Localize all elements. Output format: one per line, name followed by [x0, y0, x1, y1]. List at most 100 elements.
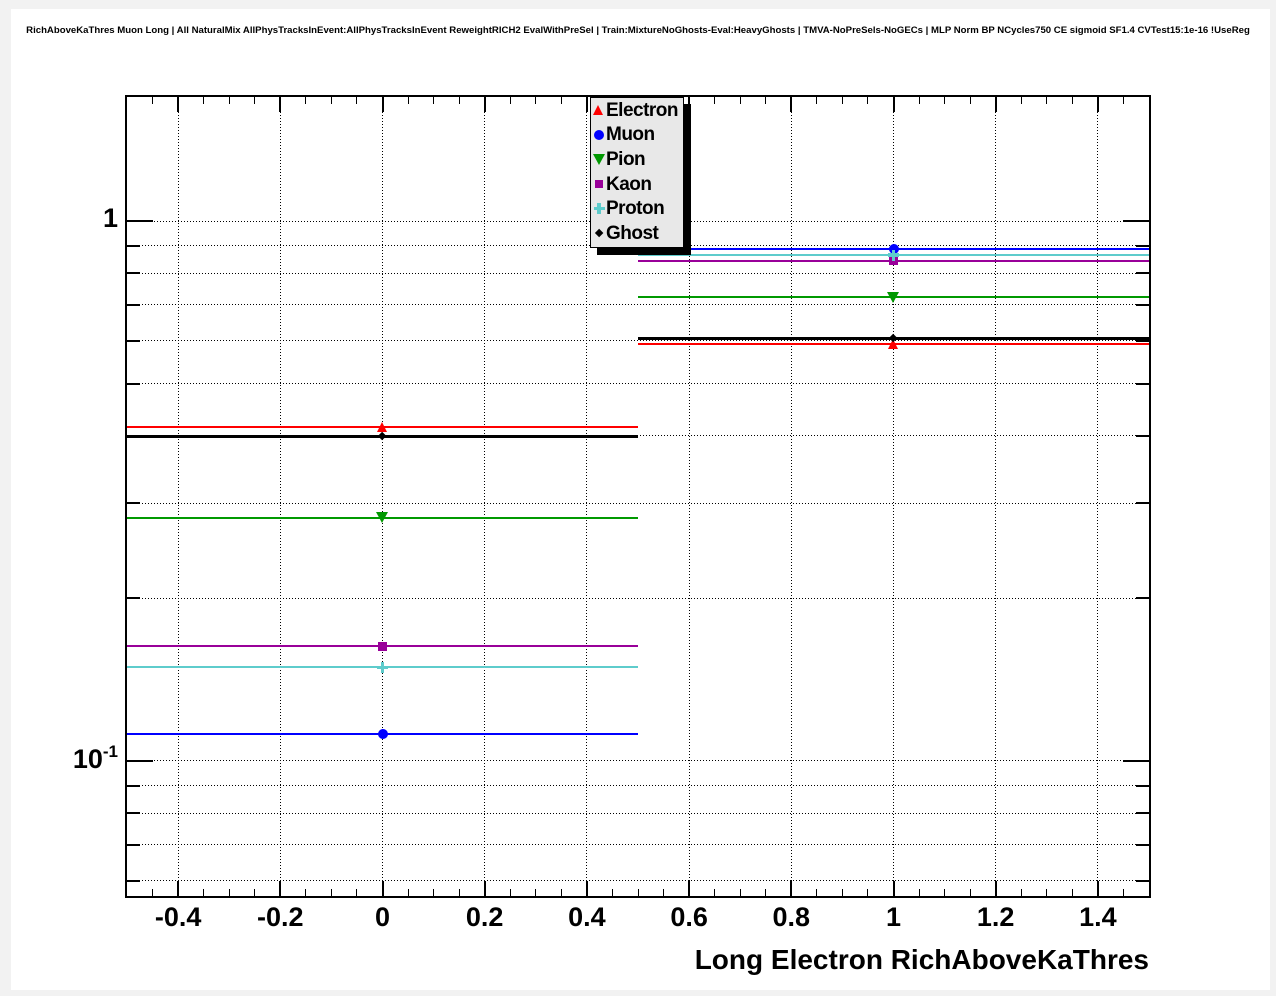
x-tick-bottom — [228, 889, 230, 896]
plot-title: RichAboveKaThres Muon Long | All Natural… — [26, 25, 1250, 36]
x-tick-bottom — [254, 889, 256, 896]
cross-bar — [597, 203, 601, 215]
x-tick-label: 0.2 — [465, 902, 504, 932]
gridline-vertical — [688, 97, 690, 896]
legend-entry-ghost: Ghost — [591, 221, 683, 246]
y-tick-right — [1136, 339, 1149, 342]
data-marker-kaon — [378, 642, 387, 651]
gridline-horizontal — [127, 785, 1149, 787]
x-tick-top — [228, 97, 230, 104]
legend-marker-pion — [591, 147, 606, 171]
x-tick-top — [841, 97, 843, 104]
gridline-vertical — [586, 97, 588, 896]
x-tick-label: 1 — [885, 902, 902, 932]
x-tick-top — [1122, 97, 1124, 104]
x-tick-top — [765, 97, 767, 104]
y-tick-label: 1 — [20, 203, 118, 234]
gridline-horizontal — [127, 340, 1149, 342]
y-tick-right — [1136, 502, 1149, 505]
x-tick-top — [1020, 97, 1022, 104]
x-tick-top — [509, 97, 511, 104]
x-tick-label: 0.8 — [772, 902, 811, 932]
y-tick-right — [1136, 597, 1149, 600]
y-tick-right — [1136, 843, 1149, 846]
y-tick-major-left — [127, 220, 153, 223]
legend-label: Kaon — [606, 173, 652, 195]
x-tick-bottom — [892, 881, 895, 896]
x-tick-top — [969, 97, 971, 104]
x-tick-bottom — [765, 889, 767, 896]
x-tick-top — [535, 97, 537, 104]
x-tick-top — [944, 97, 946, 104]
x-axis-title: Long Electron RichAboveKaThres — [694, 944, 1149, 975]
gridline-vertical — [1097, 97, 1099, 896]
gridline-vertical — [177, 97, 179, 896]
legend-marker-electron — [591, 98, 606, 122]
legend-marker-glyph — [594, 179, 604, 189]
y-tick-right — [1136, 272, 1149, 275]
x-tick-bottom — [611, 889, 613, 896]
x-tick-bottom — [739, 889, 741, 896]
legend-marker-ghost — [591, 221, 606, 245]
x-tick-top — [152, 97, 154, 104]
x-tick-top — [407, 97, 409, 104]
data-marker-pion — [376, 512, 389, 524]
legend-entry-electron: Electron — [591, 98, 683, 123]
gridline-horizontal — [127, 304, 1149, 306]
data-marker-ghost — [378, 432, 387, 441]
y-label-mantissa: 1 — [102, 203, 118, 234]
gridline-vertical — [790, 97, 792, 896]
x-tick-top — [1071, 97, 1073, 104]
y-tick-left — [127, 434, 140, 437]
x-tick-bottom — [663, 889, 665, 896]
x-tick-bottom — [305, 889, 307, 896]
y-tick-left — [127, 382, 140, 385]
gridline-vertical — [484, 97, 486, 896]
canvas-edge-right — [1270, 0, 1276, 996]
y-tick-left — [127, 502, 140, 505]
gridline-horizontal — [127, 597, 1149, 599]
x-tick-top — [892, 97, 895, 112]
x-tick-top — [867, 97, 869, 104]
data-marker-electron — [887, 339, 898, 350]
data-marker-muon — [377, 729, 388, 740]
legend-marker-glyph — [593, 203, 605, 215]
y-tick-left — [127, 272, 140, 275]
gridline-horizontal — [127, 844, 1149, 846]
legend-marker-glyph — [594, 129, 604, 140]
x-tick-top — [790, 97, 793, 112]
data-marker-electron — [376, 422, 387, 433]
legend-entry-proton: Proton — [591, 196, 683, 221]
x-tick-bottom — [458, 889, 460, 896]
canvas-edge-bottom — [0, 990, 1276, 996]
x-tick-bottom — [381, 881, 384, 896]
y-tick-right — [1136, 382, 1149, 385]
gridline-horizontal — [127, 812, 1149, 814]
canvas-edge-left — [0, 0, 11, 996]
legend-marker-glyph — [593, 105, 604, 116]
y-tick-right — [1136, 812, 1149, 815]
x-tick-label: -0.2 — [257, 902, 304, 932]
x-tick-top — [994, 97, 997, 112]
x-tick-bottom — [969, 889, 971, 896]
data-marker-kaon — [889, 256, 898, 266]
gridline-horizontal — [127, 435, 1149, 437]
y-tick-major-left — [127, 759, 153, 762]
x-tick-bottom — [433, 889, 435, 896]
y-tick-left — [127, 812, 140, 815]
y-tick-right — [1136, 879, 1149, 882]
canvas-edge-top — [0, 0, 1276, 9]
x-tick-bottom — [152, 889, 154, 896]
x-tick-top — [918, 97, 920, 104]
x-tick-bottom — [637, 889, 639, 896]
legend-marker-kaon — [591, 172, 606, 196]
x-tick-label: 0.4 — [568, 902, 606, 932]
x-tick-bottom — [356, 889, 358, 896]
x-tick-bottom — [177, 881, 180, 896]
y-tick-right — [1136, 434, 1149, 437]
x-tick-bottom — [944, 889, 946, 896]
y-tick-left — [127, 303, 140, 306]
x-tick-bottom — [1046, 889, 1048, 896]
x-tick-top — [381, 97, 384, 112]
gridline-vertical — [893, 97, 894, 896]
